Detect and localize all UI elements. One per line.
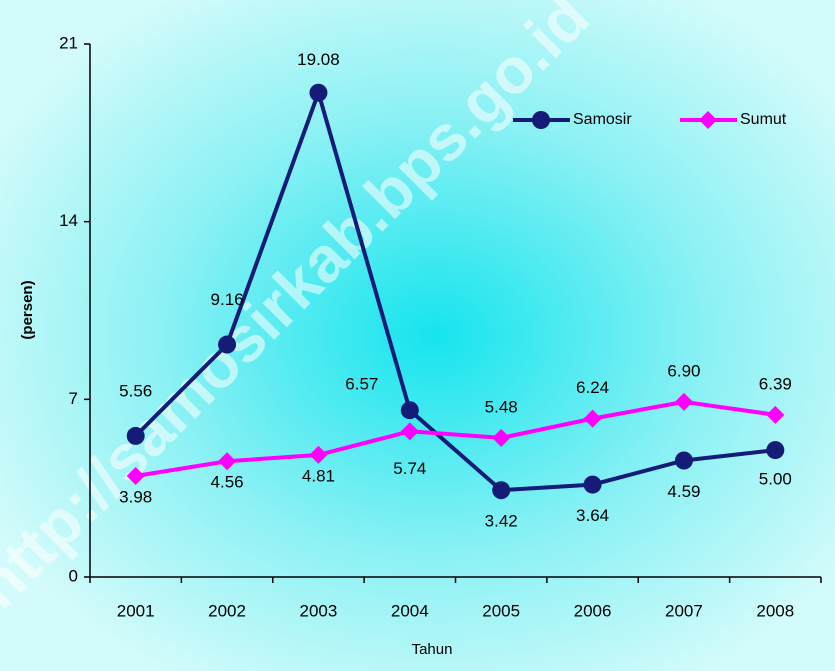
data-label: 4.56 <box>211 473 244 492</box>
point <box>126 466 145 485</box>
data-label: 5.56 <box>119 381 152 400</box>
point <box>218 335 237 354</box>
data-label: 9.16 <box>211 290 244 309</box>
legend-label: Samosir <box>573 111 632 128</box>
data-label: 6.90 <box>667 361 700 380</box>
data-label: 4.59 <box>667 482 700 501</box>
series-line <box>135 399 776 478</box>
point <box>674 451 693 470</box>
point <box>309 83 328 102</box>
x-tick-label: 2003 <box>300 601 338 620</box>
y-tick-label: 21 <box>59 33 78 52</box>
point <box>699 111 717 129</box>
data-label: 5.48 <box>485 397 518 416</box>
y-axis-label: (persen) <box>19 280 36 339</box>
point <box>492 481 511 500</box>
data-label: 3.64 <box>576 506 609 525</box>
point <box>583 475 602 494</box>
y-tick-label: 0 <box>69 566 78 585</box>
point <box>674 392 693 411</box>
data-label: 6.39 <box>759 374 792 393</box>
data-label: 3.98 <box>119 487 152 506</box>
data-label: 19.08 <box>297 50 340 69</box>
point <box>218 452 237 471</box>
x-tick-label: 2008 <box>756 601 794 620</box>
x-tick-label: 2007 <box>665 601 703 620</box>
point <box>309 445 328 464</box>
x-tick-label: 2006 <box>574 601 612 620</box>
data-label: 5.00 <box>759 470 792 489</box>
point <box>492 428 511 447</box>
point <box>766 441 785 460</box>
data-label: 4.81 <box>302 466 335 485</box>
x-tick-label: 2002 <box>208 601 246 620</box>
data-label: 5.74 <box>393 459 426 478</box>
y-tick-label: 7 <box>69 389 78 408</box>
series-line <box>134 86 776 493</box>
data-label: 6.57 <box>345 375 378 394</box>
x-axis-label: Tahun <box>412 641 453 658</box>
data-label: 3.42 <box>485 512 518 531</box>
point <box>400 401 419 420</box>
x-tick-label: 2001 <box>117 601 155 620</box>
point <box>126 426 145 445</box>
point <box>400 422 419 441</box>
point <box>766 405 785 424</box>
data-label: 6.24 <box>576 378 609 397</box>
point <box>583 409 602 428</box>
x-tick-label: 2004 <box>391 601 429 620</box>
point <box>532 111 550 129</box>
x-tick-label: 2005 <box>482 601 520 620</box>
y-tick-label: 14 <box>59 211 78 230</box>
legend-label: Sumut <box>740 111 787 128</box>
